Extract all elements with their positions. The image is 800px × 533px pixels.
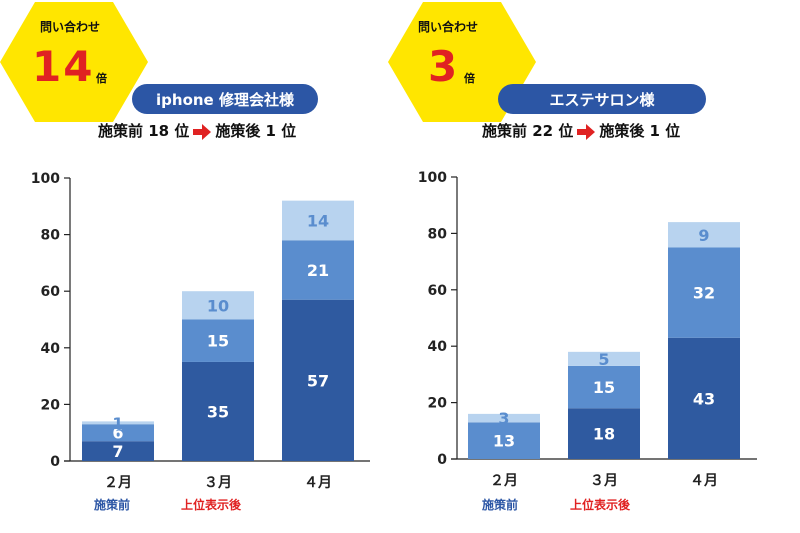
badge-number: 14 (32, 42, 95, 91)
chart-panel-left: 問い合わせ 14 倍 iphone 修理会社様 施策前 18 位施策後 1 位 … (0, 2, 370, 512)
y-tick-label: 0 (50, 454, 60, 470)
data-label: 15 (207, 332, 229, 351)
data-label: 10 (207, 296, 229, 315)
rank-change: 施策前 22 位 施策後 1 位 (482, 120, 680, 141)
bar-segment (282, 200, 354, 241)
rank-after: 施策後 1 位 (599, 122, 681, 140)
stacked-bar-chart: 0 20 40 60 80 100 761 ２月 35 15 10 ３月 57 21 14 ４月 (31, 171, 370, 491)
rank-before: 施策前 18 位 (98, 122, 190, 140)
bar-segment (568, 351, 640, 366)
y-tick-label: 100 (31, 171, 60, 187)
bar-segment (282, 240, 354, 300)
badge-title: 問い合わせ (40, 20, 101, 34)
data-label: 3 (498, 409, 509, 428)
data-label: 35 (207, 402, 229, 421)
caption-before: 施策前 (482, 498, 519, 512)
y-tick-label: 0 (437, 452, 447, 468)
data-label: 6 (112, 424, 123, 443)
bar-segment (182, 361, 254, 461)
data-label: 32 (693, 284, 715, 303)
y-tick-label: 80 (428, 226, 448, 242)
arrow-right-icon (193, 123, 212, 140)
caption-after: 上位表示後 (570, 498, 631, 512)
rank-change: 施策前 18 位 施策後 1 位 (98, 120, 296, 141)
data-label: 9 (698, 226, 709, 245)
bar-segment (568, 365, 640, 409)
company-label: エステサロン様 (498, 84, 706, 114)
bar-segment (82, 421, 154, 425)
data-label: 18 (593, 425, 615, 444)
data-label: 13 (493, 432, 515, 451)
arrow-right-icon (577, 123, 596, 140)
bar-segment (82, 424, 154, 442)
rank-before: 施策前 22 位 (482, 122, 574, 140)
bar-segment (668, 337, 740, 459)
data-label: 21 (307, 261, 329, 280)
badge-title: 問い合わせ (418, 20, 479, 34)
bar-segment (568, 408, 640, 459)
x-tick-label: ３月 (204, 475, 232, 491)
y-tick-label: 20 (428, 396, 448, 412)
y-tick-label: 80 (41, 228, 61, 244)
y-tick-label: 40 (428, 339, 448, 355)
data-label: 57 (307, 371, 329, 390)
bar-segment (468, 413, 540, 423)
rank-after: 施策後 1 位 (215, 122, 297, 140)
y-tick-label: 20 (41, 397, 61, 413)
company-label: iphone 修理会社様 (132, 84, 318, 114)
badge-hexagon (0, 2, 148, 122)
data-label: 43 (693, 389, 715, 408)
badge-number: 3 (428, 42, 460, 91)
caption-before: 施策前 (94, 498, 131, 512)
bar-segment (82, 441, 154, 461)
data-label: 7 (112, 442, 123, 461)
y-tick-label: 40 (41, 341, 61, 357)
x-tick-label: ３月 (590, 473, 618, 489)
data-label: 15 (593, 378, 615, 397)
bar-segment (668, 247, 740, 338)
bar-segment (182, 319, 254, 362)
y-tick-label: 60 (428, 283, 448, 299)
badge-unit: 倍 (96, 72, 107, 85)
y-tick-label: 60 (41, 284, 61, 300)
bar-segment (468, 422, 540, 459)
caption-after: 上位表示後 (181, 498, 242, 512)
chart-panel-right: 問い合わせ 3 倍 エステサロン様 施策前 22 位 施策後 1 位 0 20 40 6… (388, 0, 788, 533)
x-tick-label: ２月 (104, 475, 132, 491)
x-tick-label: ４月 (690, 473, 718, 489)
stacked-bar-chart: 0 20 40 60 80 100 13 3 ２月 18 15 5 ３月 43 32 9 ４月 (418, 170, 757, 489)
data-label: 1 (112, 414, 123, 433)
x-tick-label: ２月 (490, 473, 518, 489)
bar-segment (282, 299, 354, 461)
bar-segment (668, 222, 740, 248)
data-label: 5 (598, 350, 609, 369)
badge-unit: 倍 (464, 72, 475, 85)
data-label: 14 (307, 211, 329, 230)
bar-segment (182, 291, 254, 320)
x-tick-label: ４月 (304, 475, 332, 491)
y-tick-label: 100 (418, 170, 447, 186)
